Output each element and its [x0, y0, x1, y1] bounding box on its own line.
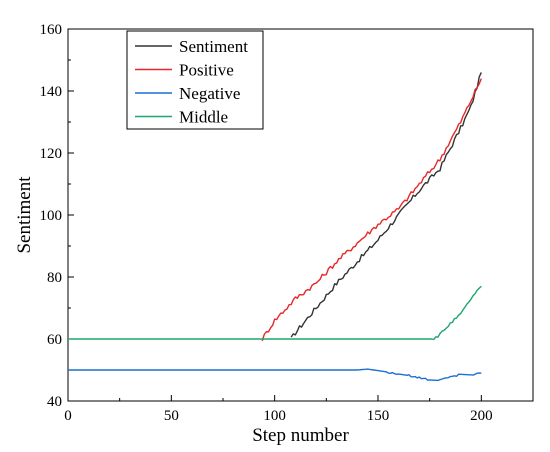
- y-tick-label: 60: [47, 332, 62, 348]
- y-tick-label: 140: [40, 84, 63, 100]
- series-line-negative: [68, 368, 482, 382]
- legend-label: Sentiment: [179, 37, 248, 56]
- series-line-sentiment: [290, 72, 482, 338]
- legend: Sentiment Positive Negative Middle: [126, 30, 264, 130]
- series-line-positive: [261, 78, 482, 342]
- y-tick-label: 100: [40, 208, 63, 224]
- x-tick-label: 0: [64, 408, 72, 424]
- plot-area: [68, 72, 482, 382]
- legend-label: Negative: [179, 84, 240, 103]
- x-tick-label: 50: [164, 408, 179, 424]
- y-tick-label: 80: [47, 270, 62, 286]
- x-tick-label: 200: [470, 408, 493, 424]
- y-axis-title: Sentiment: [14, 176, 35, 254]
- x-tick-label: 100: [263, 408, 286, 424]
- legend-label: Positive: [179, 61, 234, 80]
- x-tick-label: 150: [367, 408, 390, 424]
- legend-label: Middle: [179, 108, 228, 127]
- legend-box: [126, 30, 264, 130]
- y-tick-label: 160: [40, 22, 63, 38]
- y-tick-label: 40: [47, 394, 62, 410]
- x-axis-title: Step number: [252, 425, 349, 446]
- y-tick-label: 120: [40, 146, 63, 162]
- series-line-middle: [68, 285, 482, 341]
- axes: 0 50 100 150 200 40 60 80 100 120 140 160: [40, 22, 534, 424]
